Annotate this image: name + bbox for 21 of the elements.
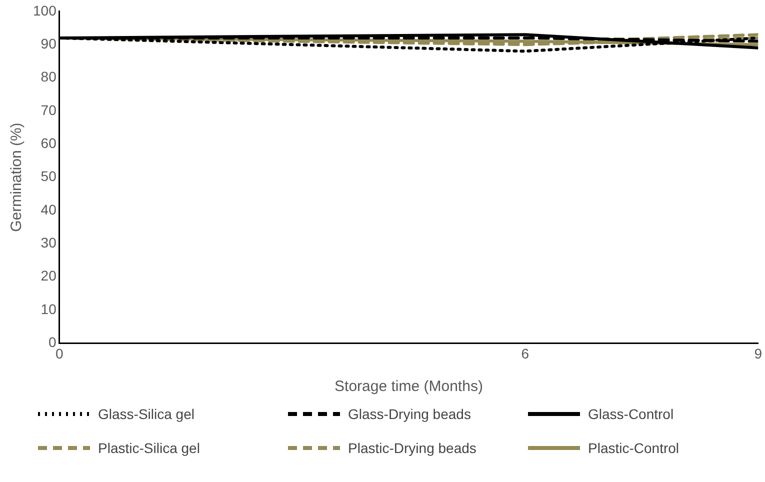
legend-label: Plastic-Control (588, 440, 680, 456)
y-tick-label: 10 (40, 300, 57, 317)
y-tick-label: 50 (40, 168, 57, 184)
legend-label: Plastic-Drying beads (348, 440, 476, 456)
y-axis-title: Germination (%) (8, 122, 26, 232)
y-tick-label: 60 (40, 134, 57, 151)
y-tick-label: 90 (40, 35, 57, 52)
y-tick-label: 40 (40, 201, 57, 218)
y-tick-label: 70 (40, 102, 57, 118)
legend-label: Plastic-Silica gel (98, 440, 200, 456)
y-tick-label: 30 (40, 234, 57, 251)
x-tick-label: 6 (521, 345, 530, 362)
y-tick-label: 20 (40, 268, 57, 284)
x-axis-title: Storage time (Months) (334, 378, 483, 396)
legend-label: Glass-Drying beads (348, 406, 471, 422)
x-tick-label: 9 (754, 345, 762, 362)
y-tick-label: 100 (33, 2, 57, 18)
legend-label: Glass-Control (588, 406, 674, 422)
y-tick-label: 0 (48, 334, 57, 350)
legend-label: Glass-Silica gel (98, 406, 194, 422)
y-tick-label: 80 (40, 68, 57, 85)
